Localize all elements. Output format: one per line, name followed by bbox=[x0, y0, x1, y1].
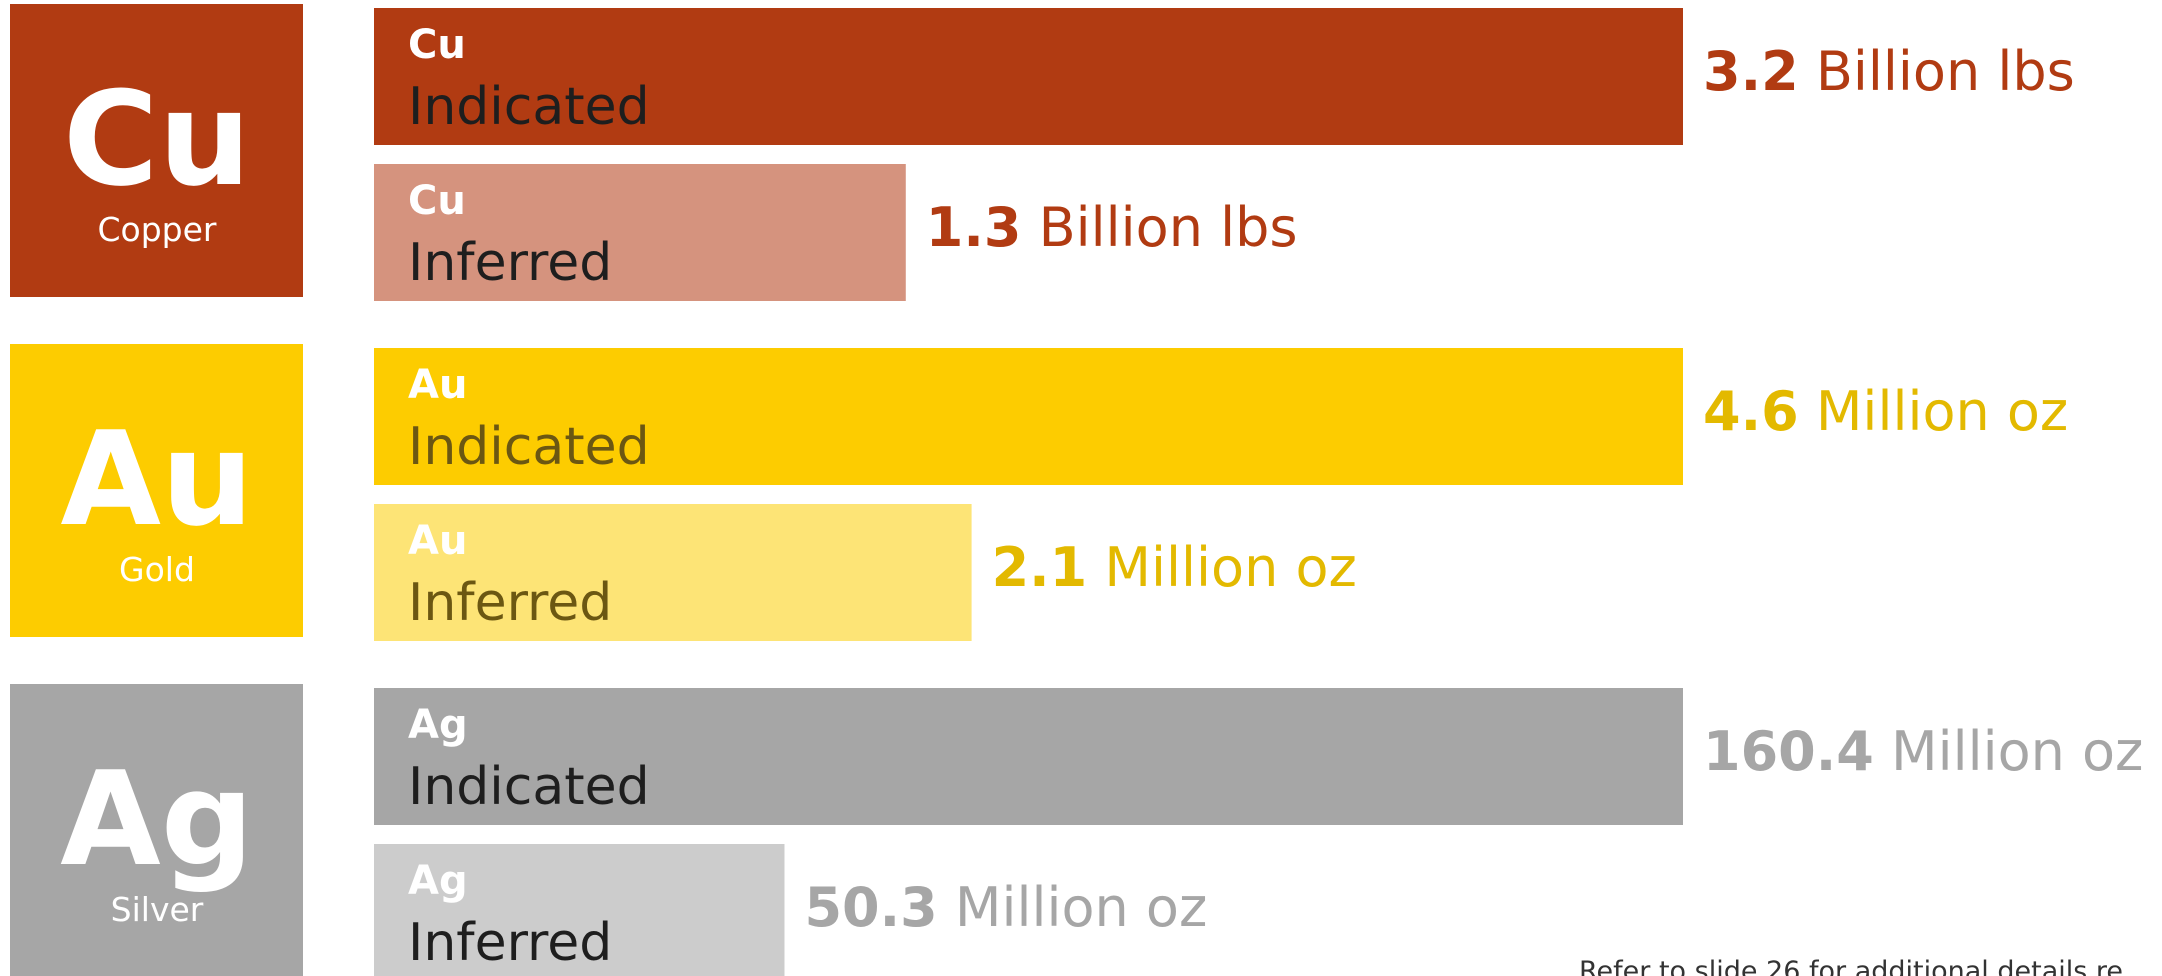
bar bbox=[374, 8, 1683, 145]
element-tile bbox=[10, 4, 303, 297]
bar-label: Inferred bbox=[408, 233, 612, 293]
value: 4.6 bbox=[1703, 380, 1799, 443]
bar-symbol: Ag bbox=[408, 858, 468, 904]
bar-label: Indicated bbox=[408, 77, 650, 137]
value: 160.4 bbox=[1703, 720, 1874, 783]
unit: Million oz bbox=[1891, 720, 2143, 783]
bar-symbol: Ag bbox=[408, 702, 468, 748]
value-label: 50.3 Million oz bbox=[804, 876, 1207, 939]
value: 1.3 bbox=[926, 196, 1022, 259]
value-label: 160.4 Million oz bbox=[1703, 720, 2143, 783]
bar-label: Inferred bbox=[408, 913, 612, 973]
value-label: 1.3 Billion lbs bbox=[926, 196, 1298, 259]
unit: Million oz bbox=[1104, 536, 1356, 599]
unit: Billion lbs bbox=[1816, 40, 2075, 103]
element-tile bbox=[10, 684, 303, 976]
footnote: Refer to slide 26 for additional details… bbox=[1579, 956, 2123, 976]
bar bbox=[374, 164, 906, 301]
bar bbox=[374, 688, 1683, 825]
bar bbox=[374, 504, 972, 641]
bar-label: Inferred bbox=[408, 573, 612, 633]
bar-label: Indicated bbox=[408, 417, 650, 477]
element-symbol: Cu bbox=[63, 63, 251, 215]
bar-symbol: Au bbox=[408, 518, 467, 564]
element-name: Copper bbox=[98, 210, 217, 249]
value-label: 2.1 Million oz bbox=[992, 536, 1357, 599]
bar-symbol: Cu bbox=[408, 22, 466, 68]
bar-symbol: Cu bbox=[408, 178, 466, 224]
element-name: Gold bbox=[119, 550, 195, 589]
value: 3.2 bbox=[1703, 40, 1799, 103]
element-tile bbox=[10, 344, 303, 637]
unit: Million oz bbox=[1816, 380, 2068, 443]
bar-label: Indicated bbox=[408, 757, 650, 817]
bar-symbol: Au bbox=[408, 362, 467, 408]
element-name: Silver bbox=[111, 890, 204, 929]
unit: Billion lbs bbox=[1039, 196, 1298, 259]
value: 2.1 bbox=[992, 536, 1088, 599]
element-symbol: Ag bbox=[60, 743, 254, 895]
value: 50.3 bbox=[804, 876, 937, 939]
value-label: 3.2 Billion lbs bbox=[1703, 40, 2075, 103]
unit: Million oz bbox=[955, 876, 1207, 939]
bar bbox=[374, 348, 1683, 485]
value-label: 4.6 Million oz bbox=[1703, 380, 2068, 443]
bar bbox=[374, 844, 785, 976]
element-symbol: Au bbox=[60, 403, 253, 555]
